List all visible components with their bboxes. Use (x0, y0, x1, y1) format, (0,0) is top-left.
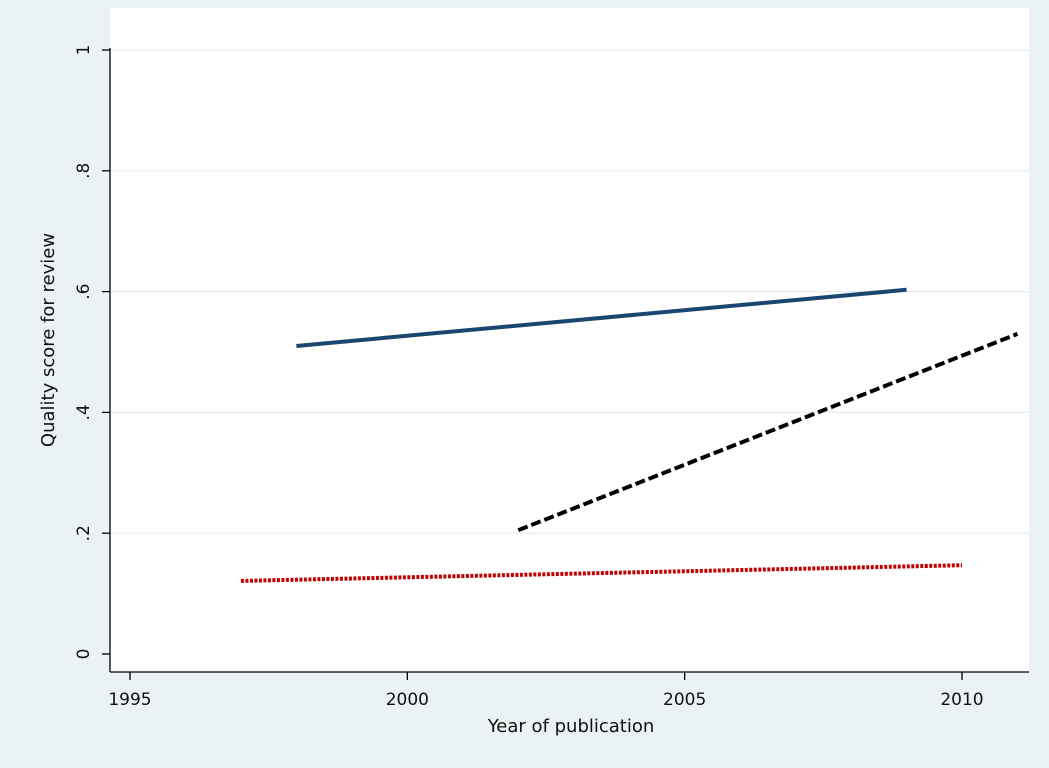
plot-area (110, 8, 1029, 672)
y-tick-label-5: 1 (74, 45, 94, 56)
series-line-dashed (517, 332, 1019, 533)
y-tick-label-0: 0 (74, 649, 94, 660)
y-tick-label-1: .2 (74, 525, 94, 541)
y-tick-label-2: .4 (74, 404, 94, 420)
y-tick-label-3: .6 (74, 283, 94, 299)
axes: 0 .2 .4 .6 .8 1 1995 2000 2005 2010 (74, 45, 1029, 710)
series-layer (240, 287, 1019, 583)
y-tick-label-4: .8 (74, 163, 94, 179)
x-tick-label-1: 2000 (386, 690, 429, 710)
x-tick-label-3: 2010 (940, 690, 983, 710)
series-line-dotted (240, 563, 963, 583)
y-axis-title: Quality score for review (38, 233, 59, 447)
x-axis-title: Year of publication (487, 716, 655, 737)
series-line-solid (296, 287, 907, 348)
x-tick-label-2: 2005 (663, 690, 706, 710)
x-tick-label-0: 1995 (108, 690, 151, 710)
